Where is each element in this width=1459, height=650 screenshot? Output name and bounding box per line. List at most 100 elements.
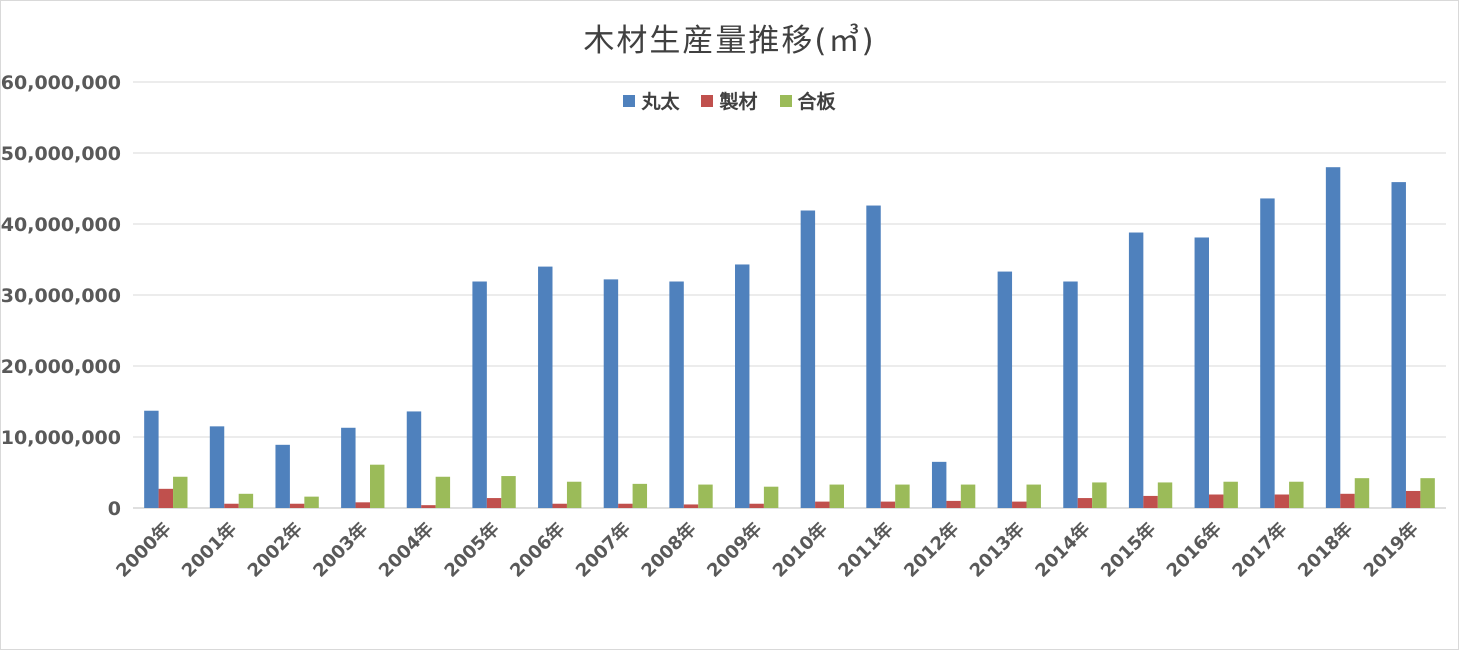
bar-合板-2010年: [829, 484, 844, 508]
bar-丸太-2003年: [341, 427, 356, 508]
bar-丸太-2012年: [931, 461, 947, 508]
y-tick-label: 40,000,000: [1, 214, 121, 236]
bar-製材-2014年: [1077, 498, 1093, 508]
bar-製材-2001年: [224, 503, 239, 508]
bar-製材-2004年: [421, 505, 436, 508]
bar-丸太-2001年: [209, 426, 225, 508]
bar-丸太-2019年: [1391, 182, 1406, 509]
legend-item: 合板: [779, 87, 836, 114]
x-tick-label: 2008年: [637, 518, 701, 582]
bar-丸太-2017年: [1260, 198, 1275, 508]
bar-合板-2015年: [1157, 482, 1173, 508]
bar-丸太-2014年: [1063, 281, 1078, 508]
bar-製材-2018年: [1340, 493, 1355, 508]
bar-製材-2006年: [552, 503, 567, 508]
bar-丸太-2006年: [538, 266, 553, 508]
bar-製材-2009年: [749, 503, 764, 508]
bar-製材-2013年: [1012, 501, 1027, 508]
bar-製材-2008年: [683, 504, 699, 508]
y-tick-label: 60,000,000: [1, 72, 121, 94]
bar-製材-2000年: [158, 488, 174, 508]
legend-label: 合板: [797, 91, 836, 113]
x-tick-label: 2018年: [1293, 518, 1357, 582]
bar-丸太-2010年: [800, 210, 816, 508]
x-tick-label: 2003年: [309, 518, 373, 582]
bar-合板-2000年: [173, 476, 188, 508]
bar-合板-2013年: [1026, 484, 1041, 508]
bar-製材-2011年: [880, 501, 896, 508]
bar-丸太-2018年: [1325, 167, 1341, 508]
x-tick-label: 2015年: [1096, 518, 1160, 582]
bar-合板-2014年: [1092, 482, 1107, 508]
bar-製材-2007年: [618, 503, 633, 508]
bar-製材-2002年: [289, 503, 305, 508]
bar-丸太-2009年: [735, 264, 750, 508]
x-tick-label: 2007年: [571, 518, 635, 582]
legend-swatch: [623, 94, 636, 107]
bar-製材-2016年: [1209, 494, 1224, 508]
bar-製材-2019年: [1405, 490, 1421, 508]
x-tick-label: 2001年: [177, 518, 241, 582]
bar-合板-2017年: [1289, 481, 1304, 508]
x-tick-label: 2005年: [440, 518, 504, 582]
x-tick-label: 2016年: [1162, 518, 1226, 582]
x-tick-label: 2002年: [243, 518, 307, 582]
y-tick-label: 0: [108, 498, 121, 520]
x-tick-label: 2004年: [374, 518, 438, 582]
bar-合板-2005年: [501, 476, 516, 508]
bar-製材-2012年: [946, 500, 961, 508]
bar-丸太-2015年: [1128, 232, 1144, 508]
legend-swatch: [779, 94, 792, 107]
x-tick-label: 2011年: [834, 518, 898, 582]
bar-合板-2019年: [1420, 478, 1435, 508]
y-tick-label: 10,000,000: [1, 427, 121, 449]
bar-丸太-2008年: [669, 281, 684, 508]
x-tick-label: 2017年: [1228, 518, 1292, 582]
bar-丸太-2004年: [406, 411, 422, 508]
x-tick-label: 2000年: [112, 518, 176, 582]
bar-合板-2007年: [632, 483, 648, 508]
x-tick-label: 2012年: [899, 518, 963, 582]
bar-製材-2005年: [486, 498, 502, 508]
bar-合板-2006年: [566, 481, 582, 508]
y-tick-label: 50,000,000: [1, 143, 121, 165]
legend-item: 製材: [701, 87, 758, 114]
legend-label: 製材: [719, 91, 758, 113]
bar-製材-2010年: [815, 501, 830, 508]
legend-item: 丸太: [623, 87, 679, 114]
bar-丸太-2002年: [275, 444, 290, 508]
bar-丸太-2013年: [997, 271, 1013, 508]
x-tick-label: 2006年: [506, 518, 570, 582]
bar-製材-2015年: [1143, 495, 1158, 508]
bar-合板-2008年: [698, 484, 713, 508]
bar-丸太-2007年: [603, 279, 619, 508]
chart-title: 木材生産量推移(㎥): [583, 23, 876, 59]
x-tick-label: 2014年: [1031, 518, 1095, 582]
bar-合板-2016年: [1223, 481, 1238, 508]
bar-合板-2004年: [435, 476, 451, 508]
bar-丸太-2011年: [866, 205, 881, 509]
bar-合板-2009年: [763, 486, 779, 508]
y-tick-label: 30,000,000: [1, 285, 121, 307]
bar-合板-2001年: [238, 493, 254, 508]
bar-製材-2003年: [355, 502, 370, 508]
bar-合板-2018年: [1354, 478, 1370, 508]
bar-合板-2002年: [304, 496, 319, 508]
bar-合板-2011年: [895, 484, 910, 508]
x-tick-label: 2010年: [768, 518, 832, 582]
y-tick-label: 20,000,000: [1, 356, 121, 378]
bar-合板-2012年: [960, 484, 976, 508]
x-tick-label: 2009年: [702, 518, 766, 582]
bar-丸太-2016年: [1194, 237, 1209, 509]
legend-swatch: [701, 94, 714, 107]
bar-製材-2017年: [1274, 494, 1290, 508]
x-tick-label: 2013年: [965, 518, 1029, 582]
x-tick-label: 2019年: [1359, 518, 1423, 582]
bar-丸太-2000年: [144, 410, 159, 508]
legend-label: 丸太: [641, 91, 680, 113]
chart-legend: 丸太 製材 合板: [1, 87, 1458, 114]
bar-合板-2003年: [370, 464, 385, 508]
bar-丸太-2005年: [472, 281, 487, 508]
